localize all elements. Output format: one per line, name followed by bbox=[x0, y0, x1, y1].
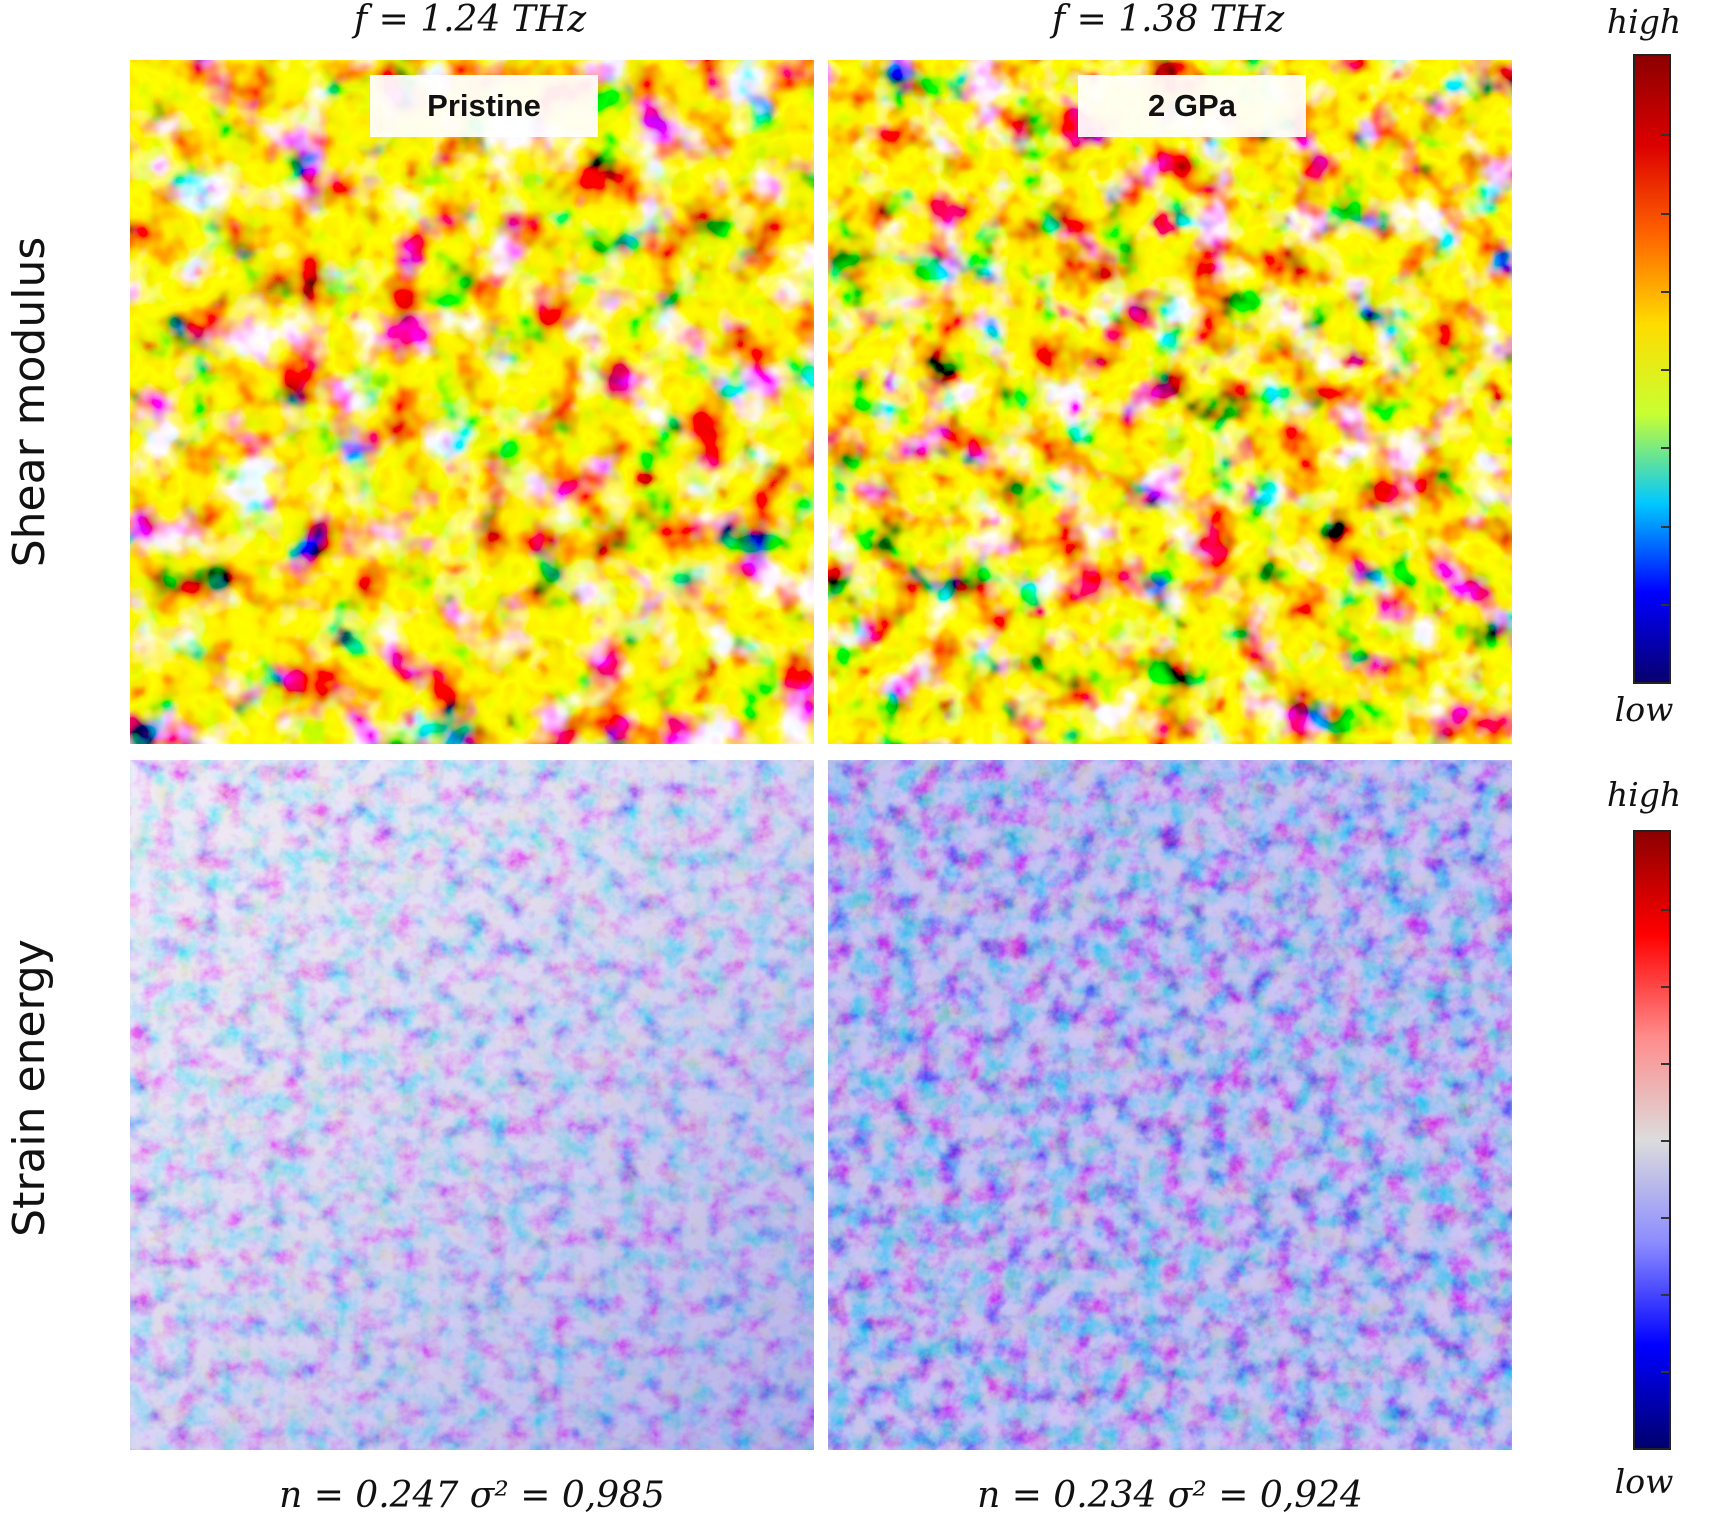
colorbar-strain-low-label: low bbox=[1614, 1462, 1674, 1501]
shear-pristine-field bbox=[130, 60, 814, 744]
row-label-shear-modulus: Shear modulus bbox=[4, 236, 55, 568]
shear-modulus-map-2gpa: 2 GPa bbox=[828, 60, 1512, 744]
colorbar-strain-energy bbox=[1633, 830, 1671, 1450]
colorbar-tick bbox=[1661, 1217, 1669, 1219]
colorbar-tick bbox=[1661, 909, 1669, 911]
colorbar-tick bbox=[1661, 1294, 1669, 1296]
stats-2gpa: n = 0.234 σ² = 0,924 bbox=[977, 1475, 1363, 1516]
colorbar-shear-high-label: high bbox=[1606, 2, 1682, 41]
row-label-strain-energy: Strain energy bbox=[4, 939, 55, 1237]
colorbar-strain-high-label: high bbox=[1606, 775, 1682, 814]
column-title-pristine: f = 1.24 THz bbox=[353, 0, 587, 40]
colorbar-tick bbox=[1661, 525, 1669, 528]
column-title-2gpa: f = 1.38 THz bbox=[1051, 0, 1285, 40]
stats-pristine: n = 0.247 σ² = 0,985 bbox=[279, 1475, 665, 1516]
strain-energy-map-2gpa bbox=[828, 760, 1512, 1450]
shear-modulus-map-pristine: Pristine bbox=[130, 60, 814, 744]
colorbar-shear-low-label: low bbox=[1614, 690, 1674, 729]
strain-pristine-field bbox=[130, 760, 814, 1450]
colorbar-tick bbox=[1661, 603, 1669, 606]
colorbar-tick bbox=[1661, 986, 1669, 988]
panel-tag-2gpa: 2 GPa bbox=[1078, 75, 1306, 137]
strain-2gpa-field bbox=[828, 760, 1512, 1450]
colorbar-tick bbox=[1661, 1371, 1669, 1373]
colorbar-tick bbox=[1661, 134, 1669, 137]
colorbar-tick bbox=[1661, 1140, 1669, 1142]
colorbar-shear-modulus bbox=[1633, 54, 1671, 684]
colorbar-tick bbox=[1661, 447, 1669, 450]
shear-2gpa-field bbox=[828, 60, 1512, 744]
colorbar-tick bbox=[1661, 1063, 1669, 1065]
colorbar-tick bbox=[1661, 290, 1669, 293]
colorbar-tick bbox=[1661, 369, 1669, 371]
panel-tag-pristine: Pristine bbox=[370, 75, 598, 137]
strain-energy-map-pristine bbox=[130, 760, 814, 1450]
colorbar-tick bbox=[1661, 212, 1669, 215]
